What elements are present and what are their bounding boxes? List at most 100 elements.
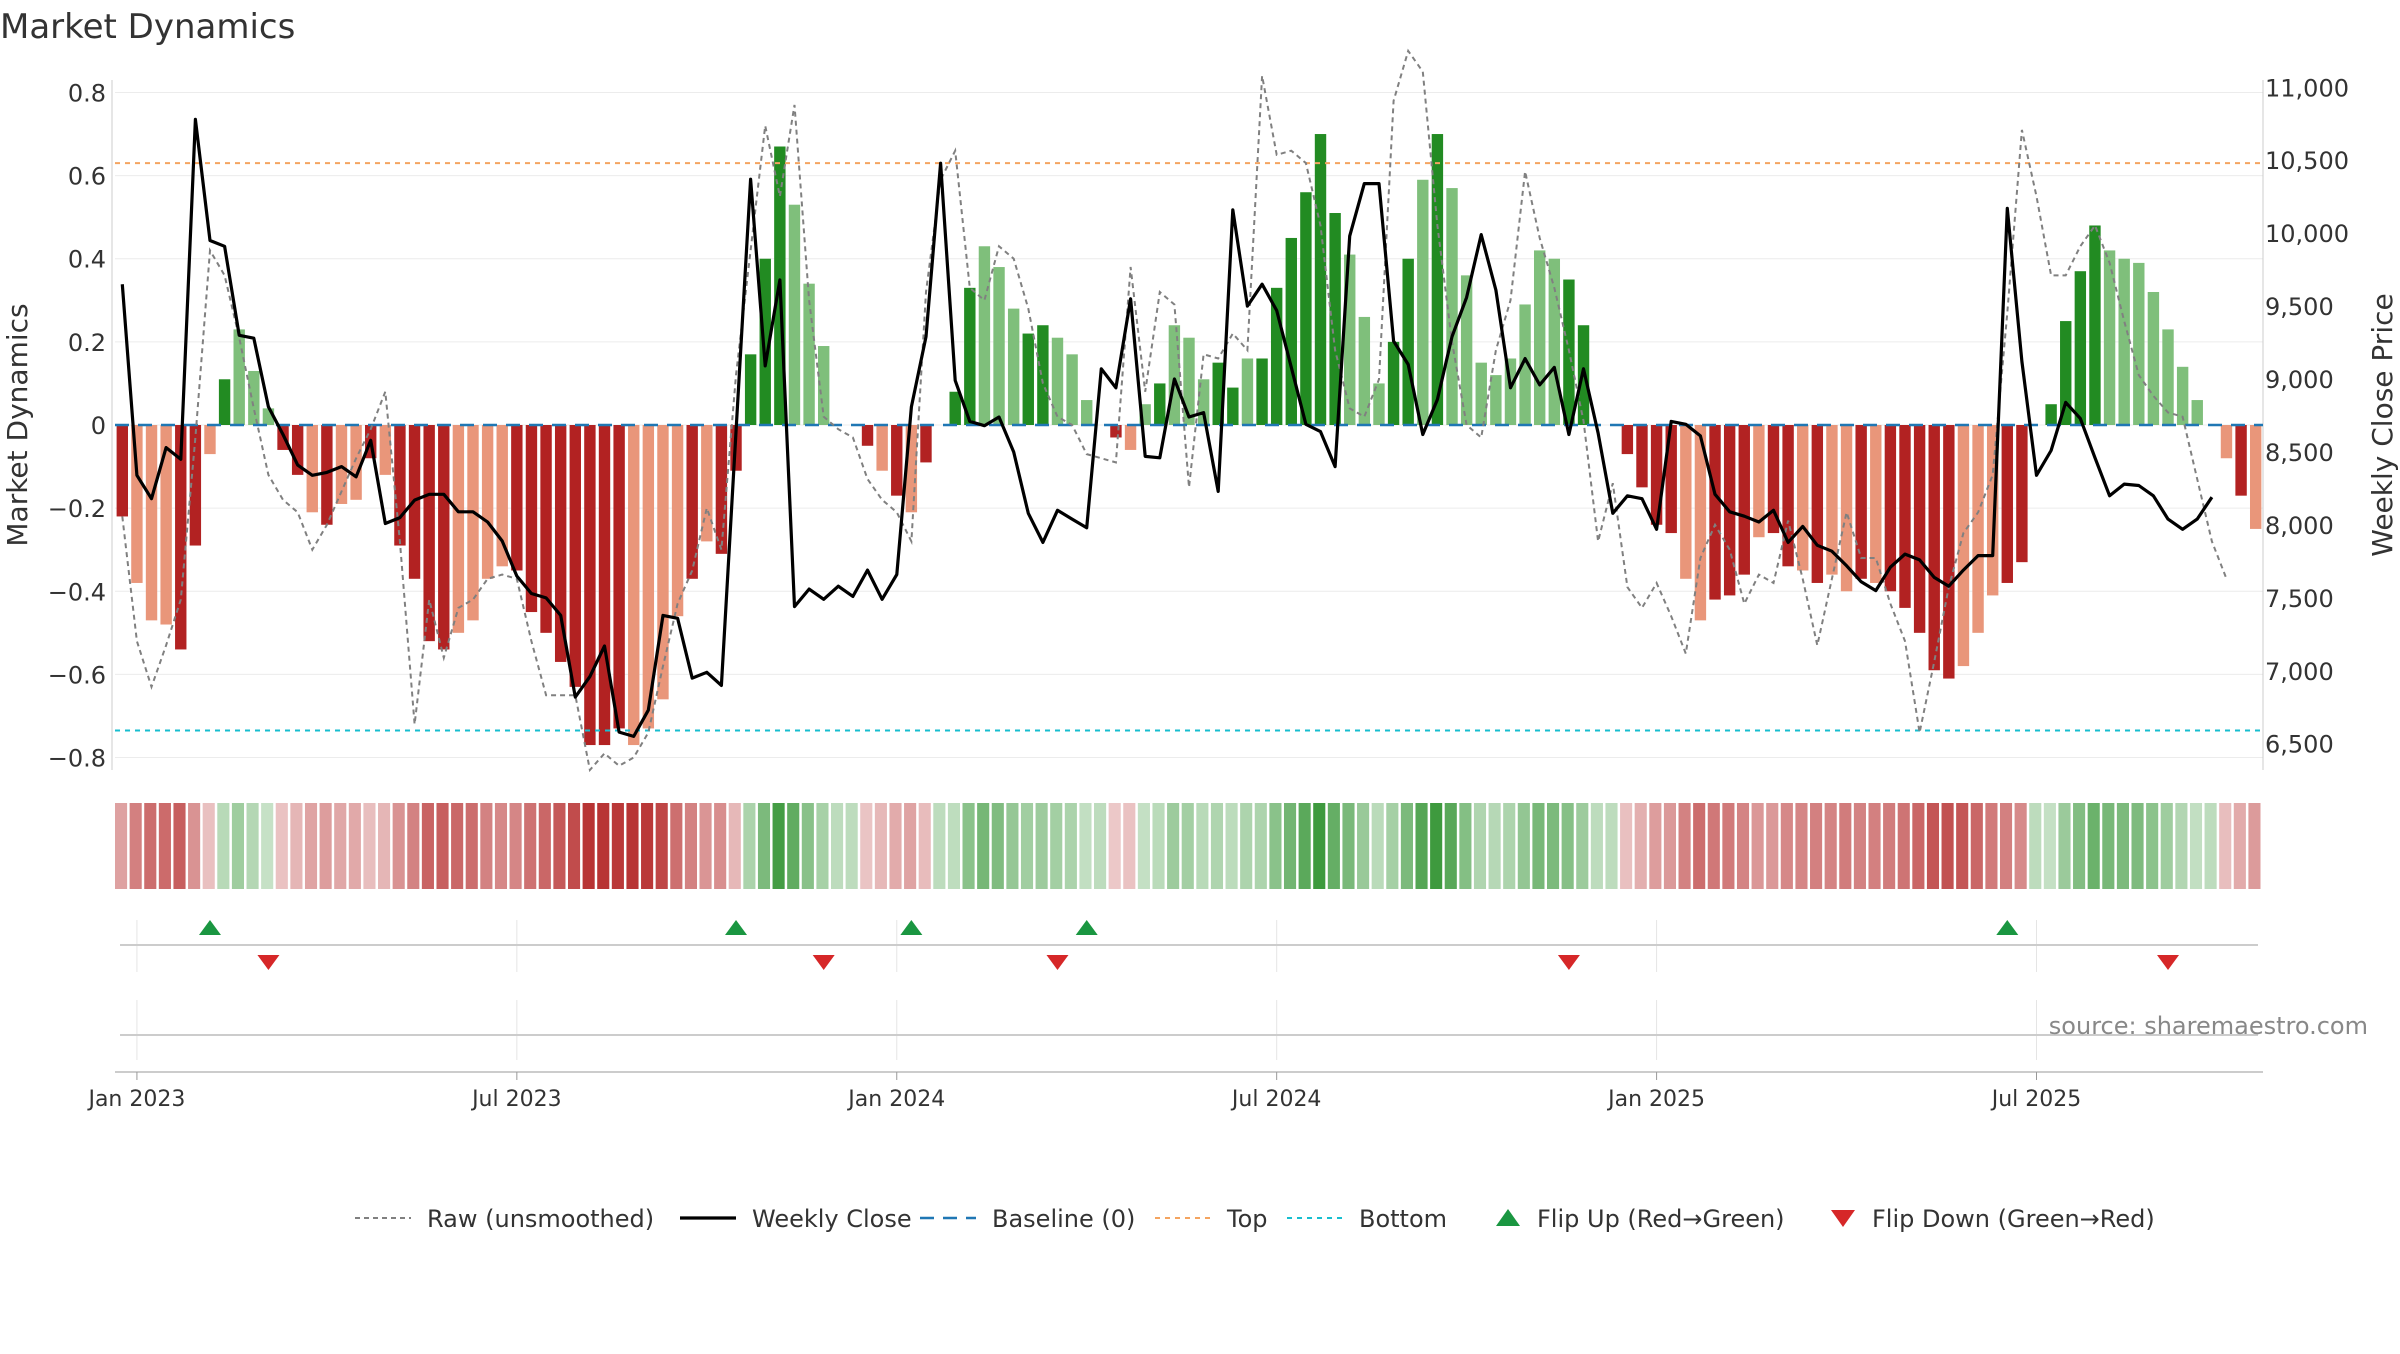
y-tick-label: 0 xyxy=(91,412,106,440)
heat-cell xyxy=(363,803,376,889)
dynamics-bar xyxy=(744,354,757,425)
heat-cell xyxy=(1853,803,1866,889)
flip-up-marker xyxy=(1075,920,1098,935)
dynamics-bar xyxy=(1285,237,1297,425)
dynamics-bar xyxy=(2176,366,2189,425)
dynamics-bar xyxy=(1431,134,1444,426)
heat-cell xyxy=(743,803,756,889)
weekly-close-line xyxy=(120,117,2214,739)
heat-cell xyxy=(1503,803,1516,889)
heat-cell xyxy=(1137,803,1150,889)
dynamics-bar xyxy=(657,425,669,700)
heat-cell xyxy=(231,803,245,889)
dynamics-bar xyxy=(613,425,625,729)
heat-cell xyxy=(553,803,566,889)
dynamics-bar xyxy=(1256,358,1268,425)
y-tick-label: −0.4 xyxy=(48,578,106,606)
heat-cell xyxy=(173,803,186,889)
heat-cell xyxy=(904,803,917,889)
heat-cell xyxy=(1751,803,1764,889)
dynamics-bar xyxy=(817,346,830,425)
heat-cell xyxy=(582,803,595,889)
heat-cell xyxy=(421,803,434,889)
dynamics-bar xyxy=(1314,134,1327,426)
heat-cell xyxy=(1941,803,1954,889)
x-tick-label: Jul 2025 xyxy=(1990,1087,2082,1112)
dynamics-bar xyxy=(1344,254,1356,425)
x-tick-label: Jan 2023 xyxy=(86,1087,185,1112)
heat-cell xyxy=(1342,803,1355,889)
dynamics-bar xyxy=(481,425,494,579)
main-panel: 0.8 0.6 0.4 0.2 0 −0.2 −0.4 −0.6 −0.8 11,000 10,50… xyxy=(1,48,2399,773)
dynamics-bar xyxy=(920,425,932,463)
heat-cell xyxy=(933,803,946,889)
dynamics-bar xyxy=(233,329,245,425)
heat-cell xyxy=(1488,803,1501,889)
heat-cell xyxy=(1444,803,1457,889)
heat-cell xyxy=(2248,803,2261,889)
dynamics-bar xyxy=(1855,425,1867,579)
dynamics-bar xyxy=(861,425,874,446)
heat-cell xyxy=(202,803,215,889)
x-tick-label: Jul 2024 xyxy=(1230,1087,1322,1112)
dynamics-bar xyxy=(1081,400,1093,425)
y-axis-title: Market Dynamics xyxy=(1,303,34,546)
heat-cell xyxy=(261,803,274,889)
heat-cell xyxy=(1517,803,1530,889)
dynamics-bar xyxy=(1913,425,1926,633)
heat-cell xyxy=(2058,803,2071,889)
heat-cell xyxy=(1108,803,1121,889)
dynamics-bar xyxy=(1022,333,1034,425)
legend-label: Weekly Close xyxy=(752,1205,912,1233)
heat-cell xyxy=(1327,803,1340,889)
dynamics-bar xyxy=(1811,425,1824,583)
heat-cell xyxy=(2014,803,2027,889)
heat-cell xyxy=(845,803,858,889)
dynamics-bar xyxy=(1460,275,1473,425)
heat-cell xyxy=(129,803,142,889)
heat-cell xyxy=(275,803,288,889)
legend: Raw (unsmoothed) Weekly Close Baseline (0)… xyxy=(355,1205,2155,1233)
dynamics-bar xyxy=(1519,304,1531,425)
flip-down-marker xyxy=(2157,955,2180,970)
x-tick-label: Jul 2023 xyxy=(470,1087,562,1112)
heat-cell xyxy=(1912,803,1925,889)
dynamics-bar xyxy=(2162,329,2174,425)
heat-cell xyxy=(1780,803,1793,889)
heat-cell xyxy=(1590,803,1603,889)
regime-heat-strip xyxy=(115,803,2261,889)
dynamics-bar xyxy=(1972,425,1984,633)
dynamics-bar xyxy=(1124,425,1137,450)
heat-cell xyxy=(860,803,873,889)
dynamics-bar xyxy=(1826,425,1838,575)
dynamics-bar xyxy=(1943,425,1955,679)
heat-cell xyxy=(772,803,785,889)
dynamics-bar xyxy=(2089,225,2101,425)
heat-cell xyxy=(1795,803,1808,889)
dynamics-bar xyxy=(291,425,304,475)
y2-tick-label: 11,000 xyxy=(2265,74,2349,102)
y2-tick-label: 9,000 xyxy=(2265,366,2334,394)
heat-cell xyxy=(977,803,990,889)
flip-down-marker xyxy=(257,955,280,970)
heat-cell xyxy=(655,803,668,889)
heat-cell xyxy=(494,803,508,889)
heat-cell xyxy=(1605,803,1618,889)
dynamics-bar xyxy=(1168,325,1181,425)
heat-cell xyxy=(2219,803,2232,889)
dynamics-bar xyxy=(569,425,581,687)
heat-cell xyxy=(1254,803,1267,889)
heat-cell xyxy=(684,803,697,889)
dynamics-bar xyxy=(1037,325,1049,425)
heat-cell xyxy=(509,803,522,889)
dynamics-bar xyxy=(525,425,538,613)
heat-cell xyxy=(641,803,654,889)
dynamics-bar xyxy=(1212,362,1224,425)
heat-cell xyxy=(1897,803,1910,889)
dynamics-bar xyxy=(218,379,231,425)
heat-cell xyxy=(597,803,610,889)
heat-cell xyxy=(334,803,347,889)
heat-cell xyxy=(1576,803,1589,889)
heat-cell xyxy=(1371,803,1384,889)
